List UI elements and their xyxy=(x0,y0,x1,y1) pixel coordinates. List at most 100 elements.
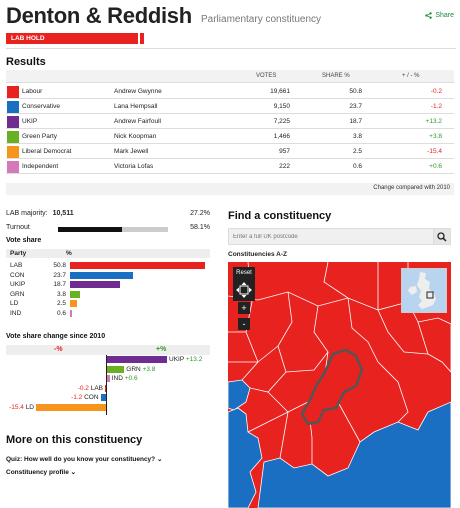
vote-share-value: 23.7 xyxy=(53,271,66,279)
vote-share-row: GRN 3.8 xyxy=(6,290,210,299)
vote-change-value: +3.8 xyxy=(142,365,156,373)
vote-share-row: IND 0.6 xyxy=(6,309,210,318)
party-color-swatch xyxy=(7,101,19,113)
table-row: Green Party Nick Koopman 1,466 3.8 +3.8 xyxy=(6,130,454,144)
party-color-swatch xyxy=(7,131,19,143)
vote-share-row: LD 2.5 xyxy=(6,299,210,308)
change-column-header: + / - % xyxy=(402,73,420,79)
more-heading: More on this constituency xyxy=(6,434,143,446)
vote-change-label: IND +0.6 xyxy=(112,375,138,382)
vote-change-value: -15.4 xyxy=(9,403,24,411)
vote-change-party: CON xyxy=(84,394,99,401)
candidate-name: Mark Jewell xyxy=(114,148,149,155)
share-value: 18.7 xyxy=(349,118,362,125)
vote-share-party: UKIP xyxy=(10,281,26,288)
table-row: UKIP Andrew Fairfoull 7,225 18.7 +13.2 xyxy=(6,115,454,129)
quiz-link[interactable]: Quiz: How well do you know your constitu… xyxy=(6,455,162,463)
party-column-header: Party xyxy=(10,250,27,257)
share-value: 2.5 xyxy=(352,148,362,155)
majority-row: LAB majority: 10,511 27.2% xyxy=(6,210,210,217)
share-button[interactable]: Share xyxy=(425,12,454,19)
candidate-name: Nick Koopman xyxy=(114,133,157,140)
change-value: +0.6 xyxy=(429,163,442,170)
candidate-name: Lana Hempsall xyxy=(114,103,158,110)
party-name: Labour xyxy=(22,88,43,95)
chevron-down-icon: ⌄ xyxy=(156,456,163,463)
share-value: 3.8 xyxy=(352,133,362,140)
turnout-bar-fill xyxy=(58,227,122,232)
vote-change-value: -0.2 xyxy=(77,384,89,392)
votes-value: 957 xyxy=(279,148,290,155)
share-value: 23.7 xyxy=(349,103,362,110)
party-color-swatch xyxy=(7,161,19,173)
vote-change-value: +13.2 xyxy=(185,356,203,363)
change-value: +13.2 xyxy=(425,118,442,125)
change-value: -1.2 xyxy=(430,103,442,110)
votes-value: 1,466 xyxy=(273,133,290,140)
party-color-swatch xyxy=(7,86,19,98)
majority-pct: 27.2% xyxy=(190,210,210,217)
party-name: Independent xyxy=(22,163,59,170)
vote-change-party: LD xyxy=(25,403,34,411)
vote-change-bar xyxy=(107,365,125,373)
map-pan-control[interactable] xyxy=(233,279,255,301)
vote-change-value: +0.6 xyxy=(124,375,138,382)
chevron-down-icon: ⌄ xyxy=(70,469,77,476)
zoom-in-button[interactable]: + xyxy=(238,302,250,314)
header-divider xyxy=(6,48,456,49)
vote-share-bar xyxy=(70,281,120,288)
share-icon xyxy=(425,12,433,19)
votes-column-header: VOTES xyxy=(256,73,277,79)
constituency-subtitle: Parliamentary constituency xyxy=(201,14,322,25)
vote-change-label: -1.2 CON xyxy=(71,394,98,401)
change-value: -0.2 xyxy=(430,88,442,95)
candidate-name: Andrew Fairfoull xyxy=(114,118,161,125)
vote-change-label: GRN +3.8 xyxy=(126,366,155,373)
turnout-pct: 58.1% xyxy=(190,224,210,231)
pct-column-header: % xyxy=(66,250,72,257)
vote-change-party: IND xyxy=(111,375,123,382)
vote-share-bar xyxy=(70,262,205,269)
vote-share-bar xyxy=(70,271,133,279)
vote-change-bar xyxy=(107,356,167,363)
vote-share-row: LAB 50.8 xyxy=(6,261,210,270)
vote-change-label: -0.2 LAB xyxy=(78,385,103,392)
profile-link[interactable]: Constituency profile ⌄ xyxy=(6,468,76,476)
table-row: Labour Andrew Gwynne 19,661 50.8 -0.2 xyxy=(6,85,454,99)
vote-share-value: 50.8 xyxy=(53,262,66,269)
party-color-swatch xyxy=(7,116,19,128)
vote-change-party: GRN xyxy=(126,365,141,373)
constituency-title: Denton & Reddish xyxy=(6,3,192,28)
zoom-out-button[interactable]: - xyxy=(238,318,250,330)
results-heading: Results xyxy=(6,56,46,68)
search-icon xyxy=(437,231,447,242)
map-reset-button[interactable]: Reset xyxy=(233,267,255,279)
vote-change-bar xyxy=(100,394,106,401)
constituencies-az-link[interactable]: Constituencies A-Z xyxy=(228,251,287,258)
constituency-map[interactable]: Reset + - xyxy=(228,262,451,508)
vote-change-party: LAB xyxy=(90,384,103,392)
table-row: Independent Victoria Lofas 222 0.6 +0.6 xyxy=(6,160,454,174)
map-canvas[interactable] xyxy=(228,262,451,508)
vote-change-label: -15.4 LD xyxy=(9,404,34,411)
search-button[interactable] xyxy=(433,229,450,244)
share-value: 0.6 xyxy=(352,163,362,170)
change-value: -15.4 xyxy=(427,148,442,155)
pan-arrows-icon xyxy=(236,282,252,298)
vote-share-party: LD xyxy=(10,300,19,307)
party-color-swatch xyxy=(7,146,19,158)
vote-share-bar xyxy=(70,309,72,317)
uk-outline-icon xyxy=(408,272,436,309)
quiz-link-label: Quiz: How well do you know your constitu… xyxy=(6,456,156,463)
vote-change-label: UKIP +13.2 xyxy=(169,356,202,363)
vote-share-party: IND xyxy=(10,309,22,317)
vote-share-party: CON xyxy=(10,271,25,279)
votes-value: 222 xyxy=(279,163,290,170)
hold-badge: LAB HOLD xyxy=(6,33,138,44)
postcode-input[interactable] xyxy=(229,229,429,244)
postcode-search xyxy=(228,228,451,245)
vote-change-bar xyxy=(105,384,106,392)
vote-change-bar xyxy=(36,403,106,411)
vote-change-bar xyxy=(107,375,110,382)
turnout-row: Turnout 58.1% xyxy=(6,224,210,231)
